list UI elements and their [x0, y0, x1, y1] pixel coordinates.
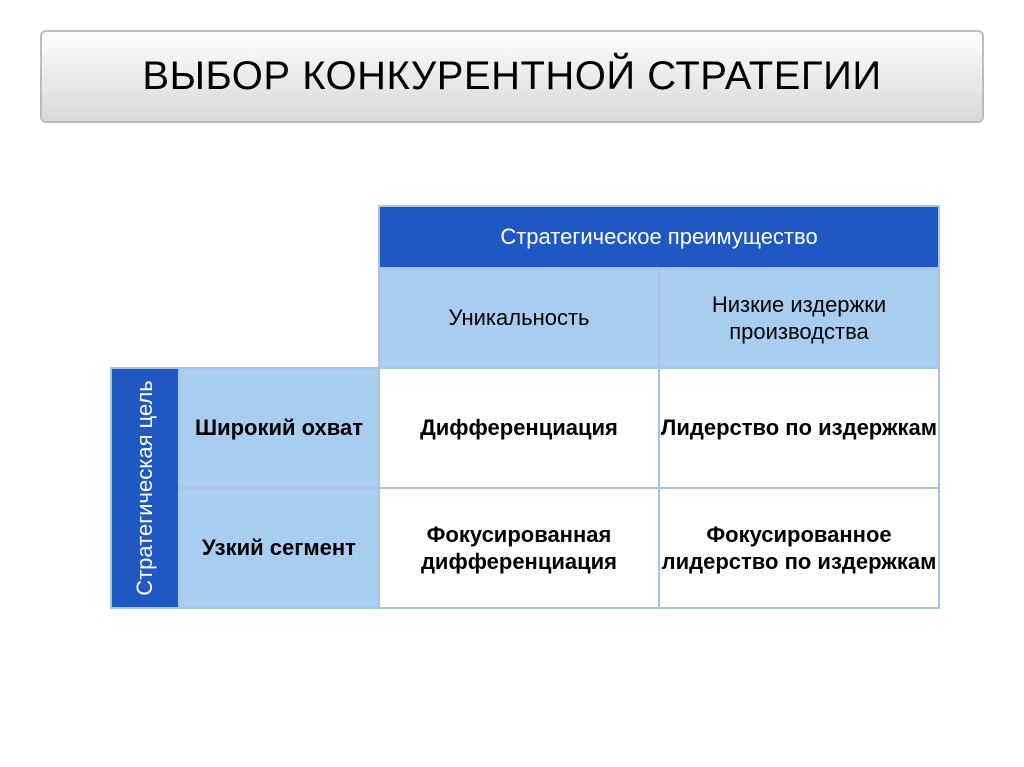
slide-title: ВЫБОР КОНКУРЕНТНОЙ СТРАТЕГИИ: [40, 30, 984, 123]
strategy-matrix: Стратегическое преимуществоУникальностьН…: [110, 205, 940, 609]
cell-r0-c1: Лидерство по издержкам: [659, 368, 939, 488]
cell-r1-c0: Фокусированная дифференциация: [379, 488, 659, 608]
strategy-matrix-table: Стратегическое преимуществоУникальностьН…: [110, 205, 940, 609]
slide-title-text: ВЫБОР КОНКУРЕНТНОЙ СТРАТЕГИИ: [142, 54, 881, 98]
col-header-0: Уникальность: [379, 268, 659, 368]
slide: ВЫБОР КОНКУРЕНТНОЙ СТРАТЕГИИ Стратегичес…: [0, 0, 1024, 767]
col-axis-header: Стратегическое преимущество: [379, 206, 939, 268]
row-header-1: Узкий сегмент: [179, 488, 379, 608]
row-header-0: Широкий охват: [179, 368, 379, 488]
col-header-1: Низкие издержки производства: [659, 268, 939, 368]
cell-r0-c0: Дифференциация: [379, 368, 659, 488]
row-axis-header: Стратегическая цель: [111, 368, 179, 608]
cell-r1-c1: Фокусированное лидерство по издержкам: [659, 488, 939, 608]
